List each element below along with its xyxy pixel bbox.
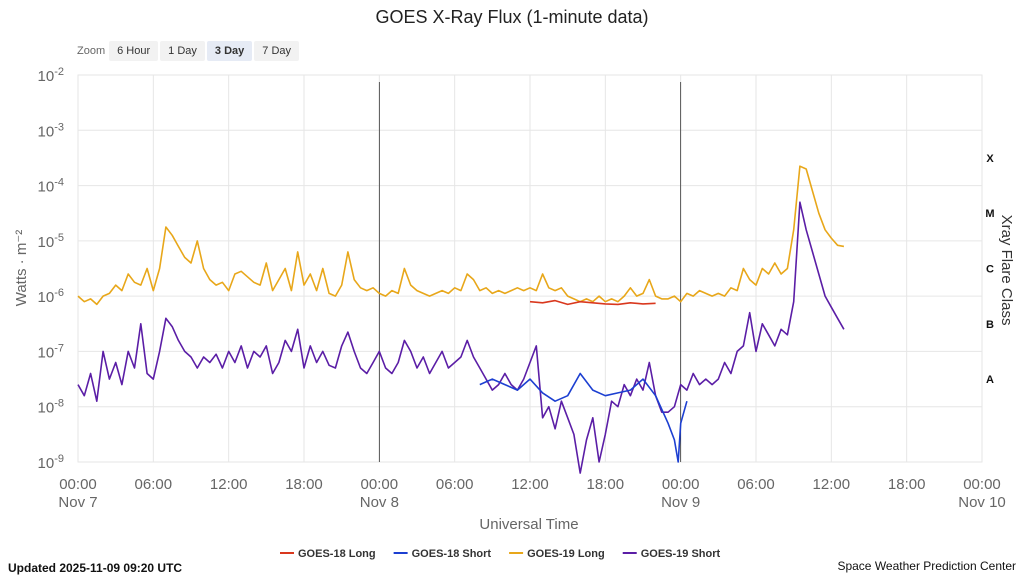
flare-class-label: A <box>986 374 994 386</box>
x-tick-label: 00:00 <box>662 476 700 493</box>
x-tick-date-label: Nov 8 <box>360 494 399 511</box>
y-tick-label: 10-3 <box>38 121 64 140</box>
y-axis-label: Watts · m⁻² <box>13 230 30 307</box>
y-tick-label: 10-2 <box>38 66 64 85</box>
y-tick-label: 10-8 <box>38 398 64 417</box>
x-tick-label: 00:00 <box>963 476 1001 493</box>
x-tick-date-label: Nov 7 <box>58 494 97 511</box>
series-line-goes-18-long <box>529 299 656 306</box>
x-tick-label: 06:00 <box>737 476 775 493</box>
x-tick-label: 00:00 <box>59 476 97 493</box>
x-tick-label: 18:00 <box>285 476 323 493</box>
zoom-1-day-button[interactable]: 1 Day <box>160 41 205 61</box>
flare-class-label: X <box>986 153 994 165</box>
y-tick-label: 10-5 <box>38 232 64 251</box>
zoom-3-day-button[interactable]: 3 Day <box>206 41 253 61</box>
x-tick-date-label: Nov 9 <box>661 494 700 511</box>
x-tick-label: 18:00 <box>587 476 625 493</box>
x-tick-label: 12:00 <box>813 476 851 493</box>
series-line-goes-19-long <box>77 165 845 306</box>
legend-item[interactable]: GOES-19 Long <box>527 548 605 560</box>
x-tick-label: 12:00 <box>210 476 248 493</box>
series-line-goes-19-short <box>77 201 845 474</box>
grid-lines <box>77 74 983 463</box>
y-tick-label: 10-9 <box>38 453 64 472</box>
chart-title: GOES X-Ray Flux (1-minute data) <box>375 7 649 27</box>
y-axis-ticks: 10-2 10-3 10-4 10-5 10-6 10-7 10-8 10-9 <box>38 66 64 472</box>
x-tick-label: 06:00 <box>436 476 474 493</box>
flare-class-label: C <box>986 264 994 276</box>
zoom-label: Zoom <box>77 45 106 57</box>
x-tick-label: 06:00 <box>135 476 173 493</box>
y-tick-label: 10-4 <box>38 177 64 196</box>
zoom-6-hour-button[interactable]: 6 Hour <box>109 41 159 61</box>
flare-class-label: M <box>985 208 994 220</box>
series-lines <box>77 165 845 474</box>
x-tick-label: 12:00 <box>511 476 549 493</box>
zoom-7-day-button[interactable]: 7 Day <box>254 41 300 61</box>
x-tick-label: 00:00 <box>361 476 399 493</box>
x-axis-label: Universal Time <box>479 516 578 533</box>
legend-item[interactable]: GOES-18 Short <box>412 548 492 560</box>
y2-axis-label: Xray Flare Class <box>998 215 1015 326</box>
series-line-goes-18-short <box>479 372 688 463</box>
x-tick-date-label: Nov 10 <box>958 494 1006 511</box>
updated-timestamp: Updated 2025-11-09 09:20 UTC <box>8 561 183 575</box>
legend-item[interactable]: GOES-18 Long <box>298 548 376 560</box>
day-divider-lines <box>378 82 682 462</box>
legend: GOES-18 Long GOES-18 Short GOES-19 Long GOE… <box>280 548 721 560</box>
legend-item[interactable]: GOES-19 Short <box>641 548 721 560</box>
x-tick-label: 18:00 <box>888 476 926 493</box>
y-tick-label: 10-7 <box>38 342 64 361</box>
flare-class-label: B <box>986 319 994 331</box>
y-tick-label: 10-6 <box>38 287 64 306</box>
credit-text: Space Weather Prediction Center <box>837 559 1016 573</box>
flare-class-labels: X M C B A <box>985 153 994 386</box>
zoom-control: Zoom 6 Hour 1 Day 3 Day 7 Day <box>77 41 301 61</box>
